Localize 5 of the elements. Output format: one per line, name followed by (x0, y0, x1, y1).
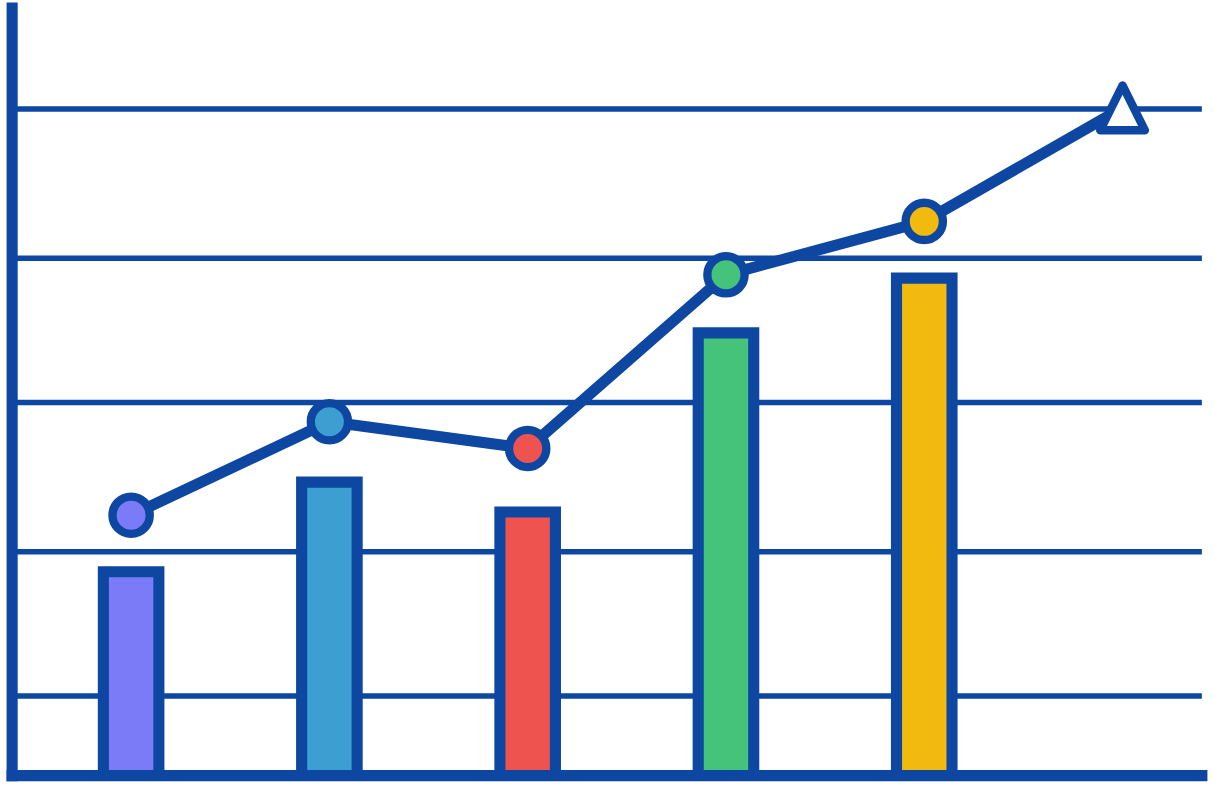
point (108, 492, 154, 539)
point (703, 252, 749, 298)
point (504, 425, 551, 472)
point (306, 398, 353, 445)
point (901, 198, 948, 245)
